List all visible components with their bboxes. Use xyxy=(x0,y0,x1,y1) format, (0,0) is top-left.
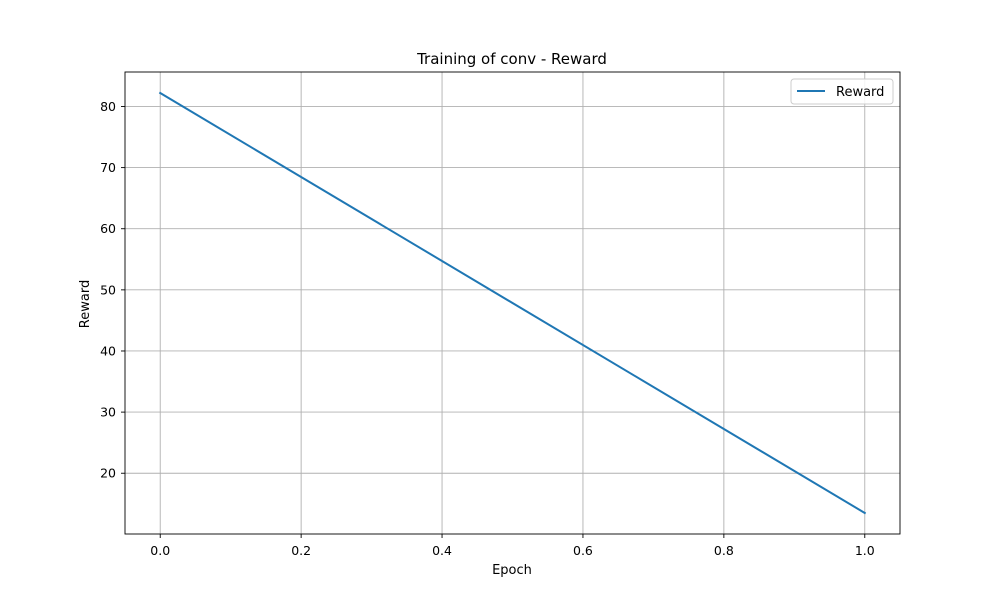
legend-box xyxy=(790,78,894,105)
series-line-reward xyxy=(158,91,867,515)
y-tick-label-1: 30 xyxy=(100,405,116,420)
legend-label-reward: Reward xyxy=(836,85,884,100)
x-tick-label-3: 0.6 xyxy=(573,543,593,558)
y-tick-label-3: 50 xyxy=(100,282,116,297)
x-tick-label-4: 0.8 xyxy=(714,543,734,558)
x-axis-label: Epoch xyxy=(492,563,532,578)
x-tick-label-5: 1.0 xyxy=(855,543,875,558)
x-tick-label-1: 0.2 xyxy=(291,543,311,558)
grid-layer xyxy=(125,72,900,534)
chart-title: Training of conv - Reward xyxy=(416,50,607,68)
axes-layer: 0.0 0.2 0.4 0.6 0.8 1.0 20 30 40 50 60 70 80 xyxy=(100,71,901,558)
legend: Reward xyxy=(790,78,894,105)
plot-frame xyxy=(124,71,901,535)
x-tick-label-0: 0.0 xyxy=(150,543,170,558)
y-tick-label-5: 70 xyxy=(100,160,116,175)
y-tick-label-4: 60 xyxy=(100,221,116,236)
x-tick-label-2: 0.4 xyxy=(432,543,452,558)
y-tick-label-0: 20 xyxy=(100,466,116,481)
y-tick-label-6: 80 xyxy=(100,99,116,114)
y-axis-label: Reward xyxy=(78,280,93,328)
series-layer xyxy=(158,91,867,515)
y-tick-label-2: 40 xyxy=(100,343,116,358)
